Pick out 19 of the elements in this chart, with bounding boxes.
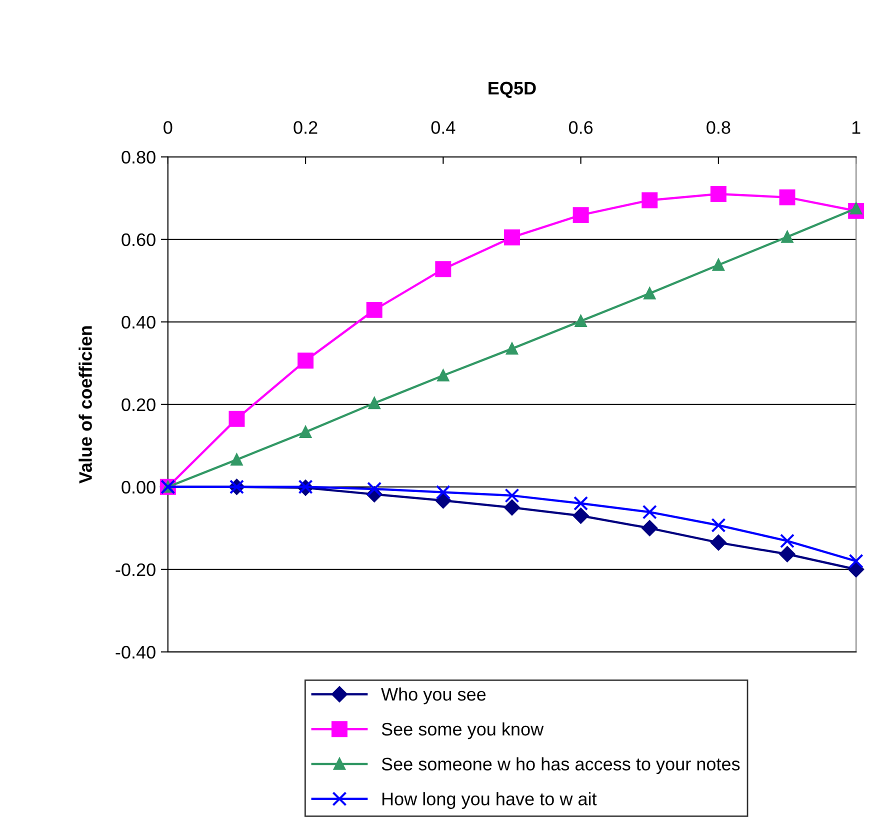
y-tick-label: 0.20	[122, 398, 156, 412]
y-tick-label: 0.00	[122, 480, 156, 494]
legend-label: How long you have to w ait	[382, 792, 597, 809]
y-tick-label: 0.40	[122, 316, 156, 329]
x-tick-label: 1	[852, 121, 860, 134]
x-tick-label: 0.2	[294, 121, 318, 134]
legend-label: Who you see	[381, 687, 486, 704]
x-tick-label: 0.4	[431, 121, 456, 134]
y-tick-label: 0.60	[122, 233, 156, 246]
y-axis-title: Value of coefficien	[78, 326, 92, 484]
x-tick-label: 0	[164, 121, 172, 134]
x-tick-label: 0.6	[568, 121, 593, 134]
y-tick-label: -0.20	[116, 563, 156, 576]
chart-title: EQ5D	[488, 82, 536, 98]
x-tick-label: 0.8	[706, 121, 730, 134]
y-tick-label: -0.40	[116, 646, 156, 659]
legend-label: See someone w ho has access to your notes	[382, 757, 740, 774]
legend-label: See some you know	[382, 722, 544, 740]
y-tick-label: 0.80	[122, 150, 156, 164]
